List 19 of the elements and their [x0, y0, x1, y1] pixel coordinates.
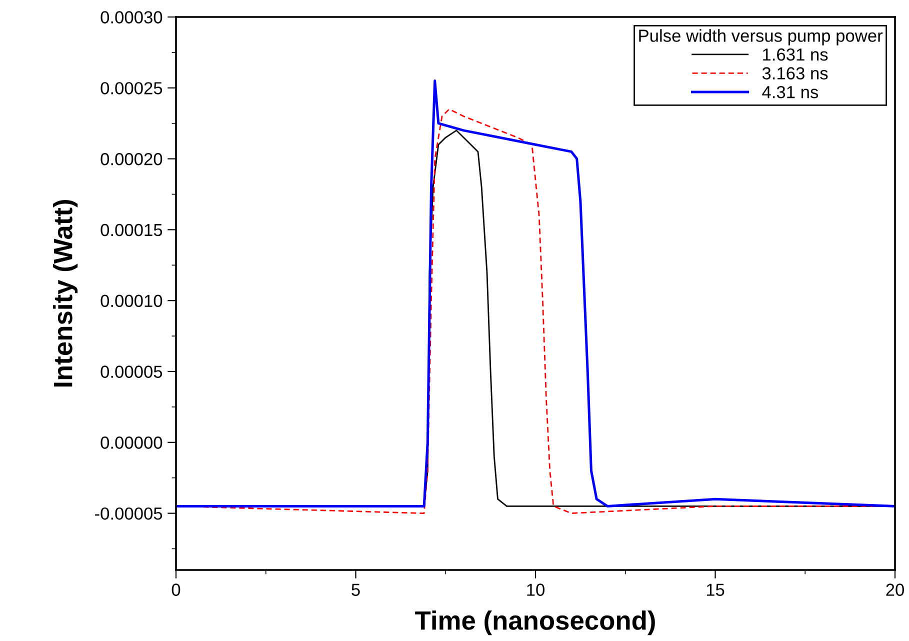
y-tick-label: -0.00005 — [95, 507, 162, 520]
y-tick-label: 0.00015 — [100, 224, 162, 236]
y-tick-label: 0.00025 — [100, 82, 162, 94]
y-tick-label: 0.00005 — [100, 366, 162, 378]
y-tick-label: 0.00010 — [100, 294, 162, 308]
legend-label: 3.163 ns — [762, 67, 828, 80]
x-tick-label: 5 — [352, 584, 360, 596]
legend-label: 4.31 ns — [762, 86, 818, 98]
x-tick-label: 20 — [886, 584, 904, 596]
y-tick-label: 0.00000 — [100, 436, 162, 449]
y-tick-label: 0.00030 — [100, 11, 162, 24]
legend-label: 1.631 ns — [763, 48, 828, 61]
legend-title: Pulse width versus pump power — [639, 29, 883, 46]
y-axis-title: Intensity (Watt) — [53, 200, 78, 387]
x-tick-label: 0 — [172, 584, 180, 596]
x-axis-title: Time (nanosecond) — [415, 610, 655, 636]
y-tick-label: 0.00020 — [100, 152, 162, 166]
x-tick-label: 10 — [527, 584, 544, 596]
x-tick-label: 15 — [706, 584, 724, 596]
